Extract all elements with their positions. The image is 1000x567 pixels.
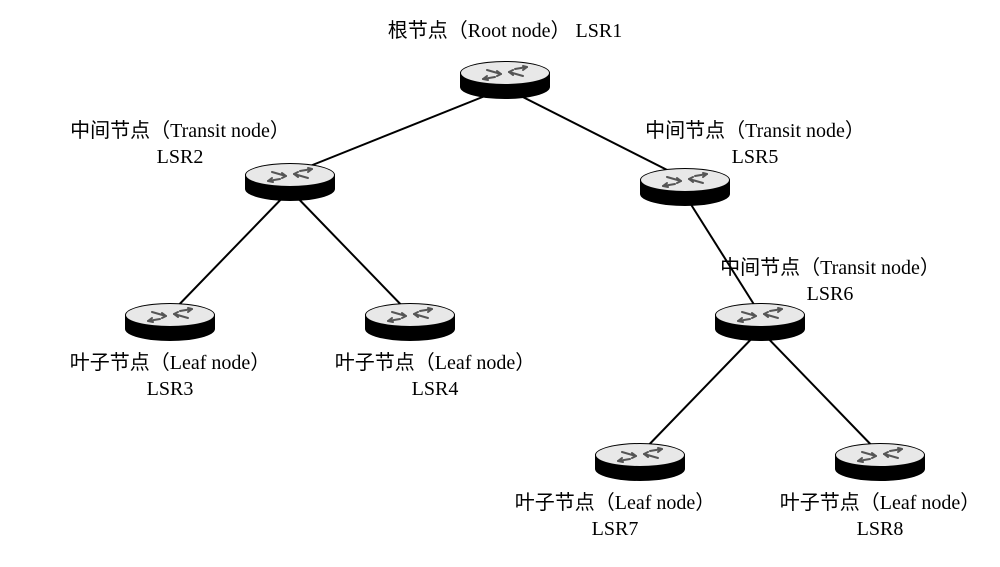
- diagram-canvas: 根节点（Root node） LSR1中间节点（Transit node）LSR…: [0, 0, 1000, 567]
- edge-lsr2-lsr4: [290, 190, 410, 314]
- label-lsr4: 叶子节点（Leaf node）LSR4: [335, 350, 536, 402]
- label-lsr3-line2: LSR3: [70, 376, 271, 402]
- label-lsr1-line1: 根节点（Root node） LSR1: [388, 18, 622, 44]
- edge-lsr1-lsr2: [290, 88, 505, 174]
- label-lsr2-line1: 中间节点（Transit node）: [70, 118, 290, 144]
- label-lsr7: 叶子节点（Leaf node）LSR7: [515, 490, 716, 542]
- label-lsr1: 根节点（Root node） LSR1: [388, 18, 622, 44]
- label-lsr6-line2: LSR6: [720, 281, 940, 307]
- label-lsr5-line1: 中间节点（Transit node）: [645, 118, 865, 144]
- label-lsr4-line2: LSR4: [335, 376, 536, 402]
- label-lsr3-line1: 叶子节点（Leaf node）: [70, 350, 271, 376]
- label-lsr5-line2: LSR5: [645, 144, 865, 170]
- edge-lsr6-lsr7: [640, 330, 760, 454]
- edge-lsr2-lsr3: [170, 190, 290, 314]
- label-lsr6-line1: 中间节点（Transit node）: [720, 255, 940, 281]
- router-node-lsr8: [835, 443, 925, 477]
- router-node-lsr6: [715, 303, 805, 337]
- router-top: [460, 61, 550, 85]
- router-top: [595, 443, 685, 467]
- router-node-lsr1: [460, 61, 550, 95]
- label-lsr3: 叶子节点（Leaf node）LSR3: [70, 350, 271, 402]
- router-node-lsr3: [125, 303, 215, 337]
- label-lsr7-line1: 叶子节点（Leaf node）: [515, 490, 716, 516]
- label-lsr6: 中间节点（Transit node）LSR6: [720, 255, 940, 307]
- label-lsr2: 中间节点（Transit node）LSR2: [70, 118, 290, 170]
- router-top: [365, 303, 455, 327]
- label-lsr4-line1: 叶子节点（Leaf node）: [335, 350, 536, 376]
- label-lsr5: 中间节点（Transit node）LSR5: [645, 118, 865, 170]
- label-lsr8-line2: LSR8: [780, 516, 981, 542]
- label-lsr8-line1: 叶子节点（Leaf node）: [780, 490, 981, 516]
- router-top: [125, 303, 215, 327]
- label-lsr2-line2: LSR2: [70, 144, 290, 170]
- router-node-lsr5: [640, 168, 730, 202]
- edge-lsr6-lsr8: [760, 330, 880, 454]
- router-node-lsr4: [365, 303, 455, 337]
- router-top: [640, 168, 730, 192]
- label-lsr8: 叶子节点（Leaf node）LSR8: [780, 490, 981, 542]
- router-node-lsr7: [595, 443, 685, 477]
- router-top: [835, 443, 925, 467]
- label-lsr7-line2: LSR7: [515, 516, 716, 542]
